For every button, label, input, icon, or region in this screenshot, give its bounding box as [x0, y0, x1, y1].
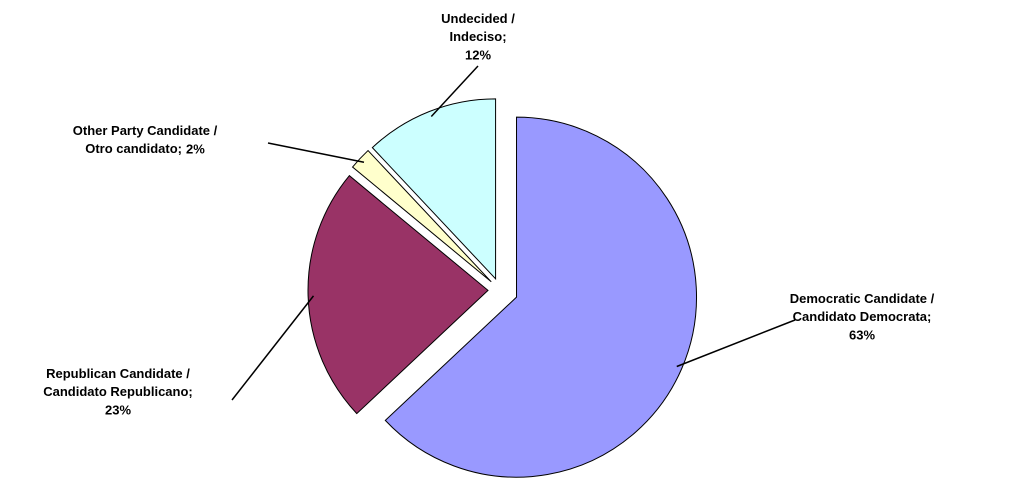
label-line: Undecided /: [441, 11, 515, 26]
data-label: Other Party Candidate / Otro candidato;: [73, 123, 218, 156]
value-label: 63%: [849, 327, 875, 342]
label-line: Candidato Democrata;: [793, 309, 932, 324]
data-label: Republican Candidate / Candidato Republic…: [43, 366, 193, 399]
label-line: Candidato Republicano;: [43, 384, 193, 399]
pie-slice: [384, 116, 697, 478]
data-label: Undecided / Indeciso;: [441, 11, 515, 44]
pie-slice: [371, 98, 497, 281]
label-line: Other Party Candidate /: [73, 123, 218, 138]
label-line: Otro candidato;: [85, 141, 182, 156]
value-label: 23%: [105, 402, 131, 417]
label-line: Indeciso;: [449, 29, 506, 44]
pie-slice: [351, 149, 492, 283]
value-label: 2%: [186, 141, 205, 156]
pie-slice: [307, 174, 489, 415]
leader-line: [430, 65, 479, 118]
value-label: 12%: [465, 47, 491, 62]
leader-line: [267, 142, 365, 163]
label-line: Republican Candidate /: [46, 366, 190, 381]
leader-line: [231, 295, 315, 401]
label-line: Democratic Candidate /: [790, 291, 935, 306]
data-label: Democratic Candidate / Candidato Democrat…: [790, 291, 935, 324]
leader-line: [676, 319, 796, 368]
